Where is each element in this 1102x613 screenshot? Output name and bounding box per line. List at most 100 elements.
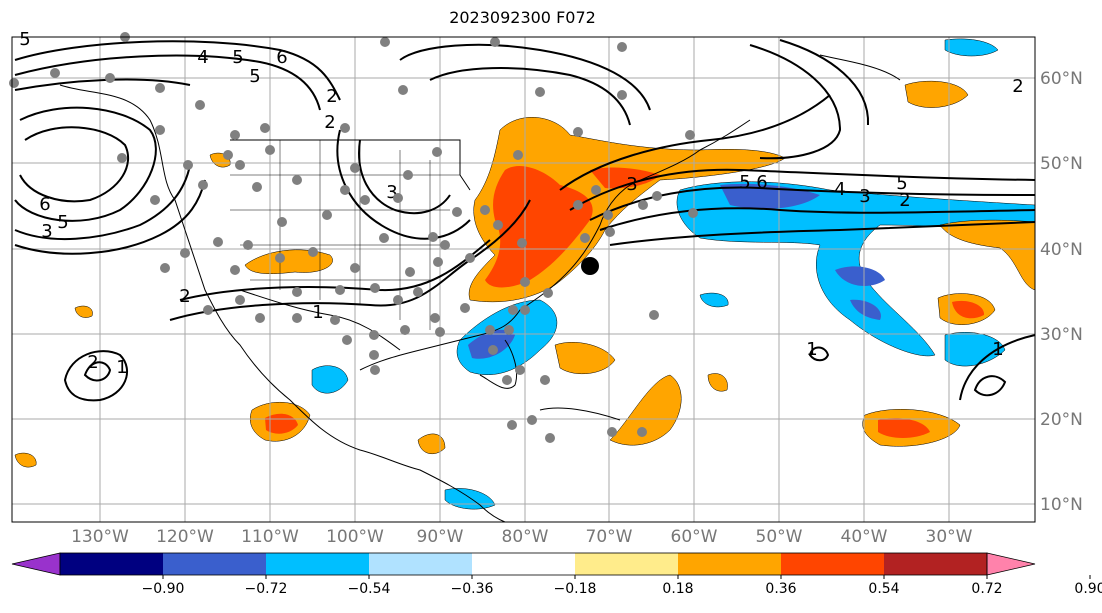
map-title: 2023092300 F072 <box>449 8 596 27</box>
lon-label: 30°W <box>926 527 973 547</box>
lon-label: 100°W <box>326 527 384 547</box>
contour-label: 6 <box>756 172 767 193</box>
height-contours <box>14 39 1036 402</box>
colorbar-tick-label: −0.54 <box>348 581 391 597</box>
contour-label: 4 <box>197 47 208 68</box>
contour-2 <box>14 54 321 111</box>
lon-label: 70°W <box>586 527 633 547</box>
contour-label: 3 <box>626 174 637 195</box>
lat-label: 30°N <box>1040 325 1083 345</box>
colorbar-tick-label: −0.18 <box>554 581 597 597</box>
colorbar-tick-label: 0.18 <box>662 581 693 597</box>
pacific-coastline <box>59 84 506 523</box>
colorbar-segment <box>575 553 678 575</box>
colorbar-tick-label: −0.36 <box>451 581 494 597</box>
contour-label: 2 <box>324 112 335 133</box>
blue-region-east-atlantic <box>944 332 1006 367</box>
colorbar-arrow-left <box>11 552 61 576</box>
map-frame <box>11 36 1036 523</box>
florida-coast <box>479 339 518 389</box>
contour-3 <box>14 78 191 91</box>
station-markers <box>9 32 698 443</box>
lat-label: 40°N <box>1040 240 1083 260</box>
contour-8 <box>169 199 531 321</box>
colorbar-tick-label: −0.72 <box>245 581 288 597</box>
colorbar: −0.90 −0.72 −0.54 −0.36 −0.18 0.18 0.36 0.54 0.7… <box>11 552 1102 597</box>
contour-label: 5 <box>19 29 30 50</box>
contour-label: 2 <box>899 190 910 211</box>
colorbar-tick-label: 0.36 <box>765 581 796 597</box>
contour-7 <box>14 179 206 255</box>
colorbar-tick-label: 0.90 <box>1074 581 1102 597</box>
contour-4 <box>14 106 157 222</box>
lon-label: 90°W <box>417 527 464 547</box>
contour-label: 2 <box>326 86 337 107</box>
contour-label: 3 <box>386 182 397 203</box>
colorbar-segment <box>781 553 884 575</box>
colorbar-tick-label: 0.54 <box>868 581 899 597</box>
contour-label: 4 <box>834 179 845 200</box>
colorbar-segment <box>163 553 266 575</box>
contour-6 <box>14 164 191 241</box>
contour-label: 1 <box>116 357 127 378</box>
colorbar-tick-label: −0.90 <box>142 581 185 597</box>
colorbar-segment <box>884 553 987 575</box>
darkblue-region-southeast <box>468 329 515 359</box>
contour-17 <box>599 207 1036 231</box>
lat-label: 20°N <box>1040 410 1083 430</box>
colorbar-segment <box>266 553 369 575</box>
colorbar-segment <box>369 553 472 575</box>
orange-region-pacific <box>14 452 37 468</box>
contour-label: 1 <box>312 302 323 323</box>
colorbar-arrow-right <box>986 552 1036 576</box>
orange-region-east-atlantic <box>939 219 1036 291</box>
orange-region-caribbean-north <box>554 342 616 374</box>
orange-region-small-atlantic <box>707 373 728 392</box>
contour-11 <box>358 139 451 215</box>
orange-region-small-pacific <box>74 305 93 318</box>
lon-label: 110°W <box>241 527 299 547</box>
contour-label: 6 <box>39 194 50 215</box>
colorbar-outline <box>59 552 988 576</box>
lat-label: 60°N <box>1040 69 1083 89</box>
contour-14 <box>559 94 831 191</box>
latitude-labels: 60°N 50°N 40°N 30°N 20°N 10°N <box>1040 69 1083 515</box>
contour-label: 5 <box>249 66 260 87</box>
atlantic-coastline <box>359 119 751 371</box>
contour-label: 2 <box>87 352 98 373</box>
darkblue-region-south <box>850 299 881 320</box>
contour-19 <box>749 44 842 160</box>
contour-label: 2 <box>1012 76 1023 97</box>
contour-label: 5 <box>232 47 243 68</box>
colorbar-segment <box>678 553 781 575</box>
contour-label: 2 <box>179 286 190 307</box>
lon-label: 50°W <box>756 527 803 547</box>
lon-label: 60°W <box>671 527 718 547</box>
blue-region-small <box>699 292 729 308</box>
red-region-northeast <box>485 165 593 288</box>
lat-label: 10°N <box>1040 495 1083 515</box>
contour-21 <box>63 350 129 402</box>
lon-label: 130°W <box>71 527 129 547</box>
reference-point <box>581 257 599 275</box>
greenland-coast <box>819 54 901 81</box>
contour-10 <box>336 129 471 240</box>
contour-20 <box>779 39 870 126</box>
contour-18 <box>609 221 1036 246</box>
contour-23 <box>959 334 1036 401</box>
contour-5 <box>19 126 130 203</box>
contour-1 <box>14 40 341 101</box>
red-region-mid-atlantic <box>952 300 985 319</box>
orange-region-central-america <box>417 433 446 455</box>
contour-label: 1 <box>806 339 817 360</box>
cuba-outline <box>539 407 621 421</box>
darkblue-region-midatlantic <box>835 266 885 286</box>
lon-label: 120°W <box>156 527 214 547</box>
us-mexico-border <box>239 289 401 351</box>
orange-region-caribbean-east <box>609 374 682 446</box>
lon-label: 40°W <box>841 527 888 547</box>
orange-region-north-atlantic <box>904 80 969 108</box>
colorbar-tick-label: 0.72 <box>971 581 1002 597</box>
map-gridlines <box>12 37 1035 522</box>
